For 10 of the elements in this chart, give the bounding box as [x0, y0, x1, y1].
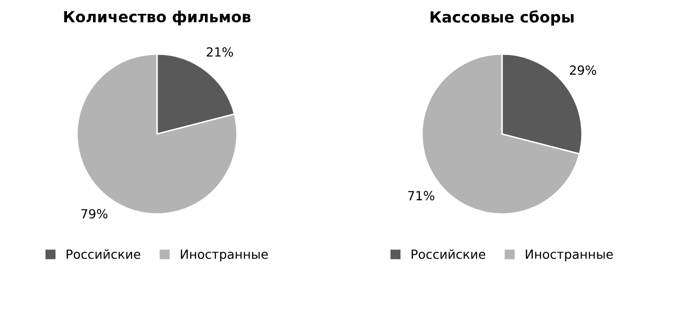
legend-label: Российские: [412, 249, 486, 259]
data-label: 29%: [570, 65, 596, 75]
data-label: 71%: [408, 190, 434, 200]
chart-title: Кассовые сборы: [430, 10, 574, 26]
legend-label: Российские: [66, 249, 140, 259]
legend-label: Иностранные: [180, 250, 268, 262]
data-label: 79%: [81, 209, 108, 219]
data-label: 21%: [206, 47, 233, 57]
chart-title: Количество фильмов: [64, 10, 251, 26]
legend-label: Иностранные: [526, 250, 613, 262]
